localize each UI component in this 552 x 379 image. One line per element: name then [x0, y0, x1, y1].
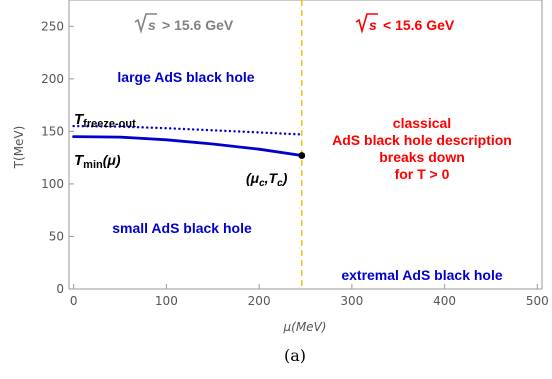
- sqrt-s-right-text: < 15.6 GeV: [383, 17, 455, 33]
- classical-line-2: AdS black hole description: [332, 132, 512, 148]
- cp-label-end: ): [281, 170, 288, 186]
- y-tick-label-100: 100: [41, 177, 64, 191]
- y-tick-label-200: 200: [41, 72, 64, 86]
- t-min-tail: (μ): [103, 152, 121, 168]
- small-black-hole-label: small AdS black hole: [112, 220, 252, 236]
- t-min-label: Tmin(μ): [74, 152, 121, 171]
- classical-line-3: breaks down: [379, 149, 465, 165]
- y-tick-label-250: 250: [41, 19, 64, 33]
- y-tick-label-50: 50: [49, 229, 64, 243]
- classical-line-4: for T > 0: [395, 166, 450, 182]
- y-tick-label-0: 0: [56, 282, 64, 296]
- large-black-hole-label: large AdS black hole: [117, 69, 254, 85]
- x-tick-label-500: 500: [526, 294, 549, 308]
- plot-frame: [68, 0, 543, 290]
- x-tick-label-0: 0: [70, 294, 78, 308]
- axis-ticks: 0 100 200 300 400 500 0 50 100 150 200 250: [41, 19, 549, 308]
- critical-point-marker: [298, 152, 306, 159]
- chart-marks: [72, 0, 306, 289]
- extremal-black-hole-label: extremal AdS black hole: [341, 267, 503, 283]
- critical-point-label: (μc,Tc): [246, 170, 288, 189]
- t-freeze-out-label: Tfreeze-out: [74, 111, 136, 130]
- cp-label-sub1: c: [259, 178, 265, 189]
- series-line-t-freeze-out: [72, 124, 303, 136]
- x-tick-label-200: 200: [248, 294, 271, 308]
- x-tick-label-300: 300: [340, 294, 363, 308]
- classical-breakdown-label: classical AdS black hole description bre…: [332, 115, 512, 182]
- sqrt-symbol-right: [355, 13, 378, 34]
- classical-line-1: classical: [393, 115, 451, 131]
- x-tick-label-400: 400: [433, 294, 456, 308]
- y-tick-label-150: 150: [41, 124, 64, 138]
- y-axis-label: T(MeV): [12, 126, 26, 170]
- sqrt-s-right-s: s: [369, 17, 377, 33]
- sqrt-s-left-annotation: s > 15.6 GeV: [134, 13, 234, 34]
- x-axis-label: μ(MeV): [283, 320, 327, 334]
- series-line-t-min: [72, 135, 304, 157]
- figure-caption: (a): [284, 346, 306, 365]
- t-min-sub: min: [83, 159, 103, 171]
- t-freeze-out-main: T: [74, 111, 85, 128]
- t-min-main: T: [74, 152, 85, 169]
- cp-label-mid: ,T: [264, 170, 279, 186]
- t-freeze-out-sub: freeze-out: [83, 118, 136, 130]
- x-tick-label-100: 100: [155, 294, 178, 308]
- cp-label-sub2: c: [277, 178, 283, 189]
- sqrt-s-left-s: s: [148, 17, 156, 33]
- sqrt-symbol-left: [134, 13, 157, 34]
- sqrt-s-right-annotation: s < 15.6 GeV: [355, 13, 455, 34]
- cp-label-main: (μ: [246, 170, 260, 186]
- sqrt-s-left-text: > 15.6 GeV: [162, 17, 234, 33]
